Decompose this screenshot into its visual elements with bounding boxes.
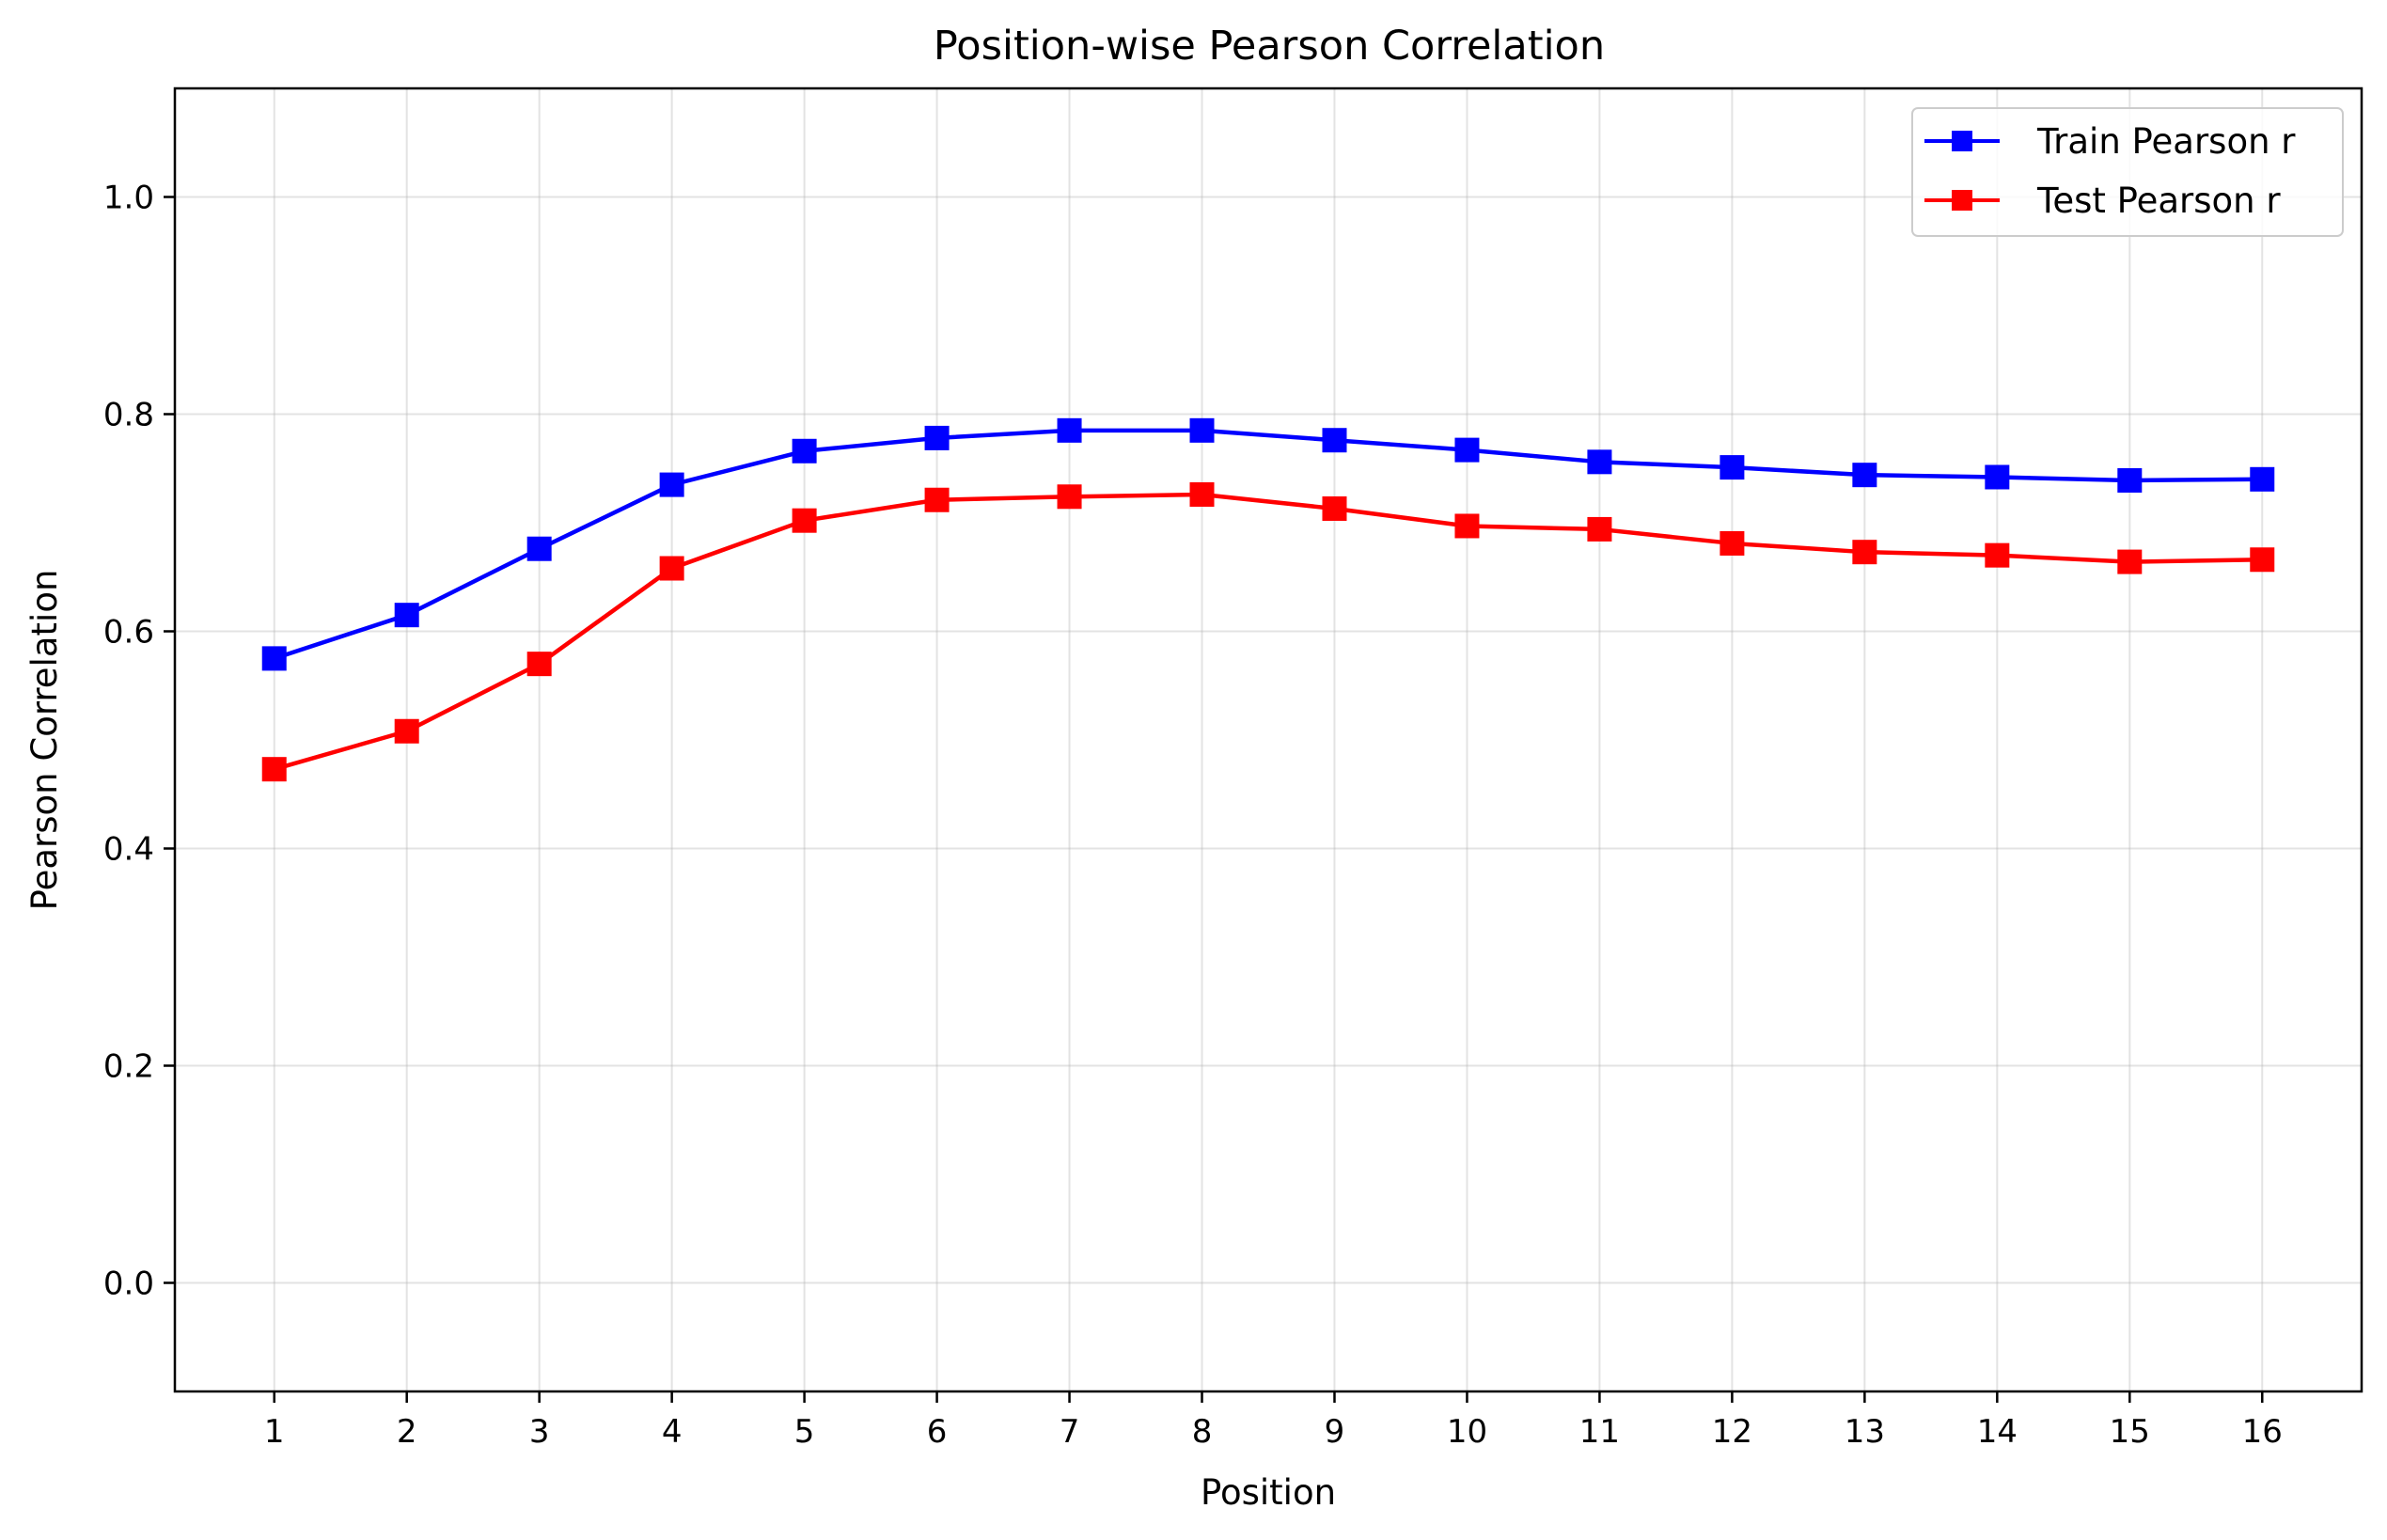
- series-0-point: [1852, 463, 1877, 488]
- legend-test-marker: [1952, 190, 1972, 211]
- series-0-point: [261, 646, 287, 671]
- chart-title: Position-wise Pearson Correlation: [934, 23, 1605, 70]
- x-tick-label: 12: [1712, 1413, 1752, 1451]
- series-1-point: [261, 757, 287, 782]
- y-axis: 0.0 0.2 0.4 0.6 0.8 1.0: [103, 180, 175, 1303]
- y-tick-label: 0.4: [103, 831, 154, 869]
- series-0-point: [1720, 455, 1745, 480]
- series-0-point: [1587, 449, 1612, 475]
- series-0-point: [924, 425, 950, 450]
- x-tick-label: 5: [794, 1413, 815, 1451]
- series-1-point: [1057, 484, 1082, 510]
- x-tick-label: 13: [1845, 1413, 1885, 1451]
- x-tick-label: 7: [1060, 1413, 1080, 1451]
- series-0-point: [1057, 417, 1082, 443]
- x-tick-label: 6: [927, 1413, 948, 1451]
- x-tick-label: 11: [1579, 1413, 1620, 1451]
- series-0-point: [1454, 437, 1480, 463]
- series-line-1: [274, 492, 2263, 772]
- x-tick-label: 10: [1447, 1413, 1487, 1451]
- x-tick-label: 2: [397, 1413, 417, 1451]
- series-0-point: [526, 536, 552, 561]
- series-1-point: [394, 718, 419, 744]
- x-tick-label: 9: [1325, 1413, 1345, 1451]
- x-tick-label: 15: [2110, 1413, 2150, 1451]
- x-tick-label: 4: [662, 1413, 683, 1451]
- series-0-point: [1985, 464, 2010, 490]
- y-tick-label: 0.0: [103, 1265, 154, 1303]
- y-tick-label: 0.2: [103, 1048, 154, 1086]
- series-1-point: [1852, 540, 1877, 565]
- y-tick-label: 0.8: [103, 397, 154, 434]
- x-axis-label: Position: [1201, 1472, 1336, 1513]
- series-1-point: [924, 487, 950, 512]
- series-1-point: [2117, 549, 2143, 574]
- series-1-point: [526, 652, 552, 677]
- x-tick-label: 16: [2242, 1413, 2283, 1451]
- series-1-point: [792, 508, 817, 533]
- series-0-point: [1189, 417, 1215, 443]
- x-axis: 1 2 3 4 5 6 7 8 9 10 11 12 13 14 15 16: [264, 1391, 2283, 1451]
- series-1-point: [2250, 547, 2275, 573]
- series-1-point: [1454, 513, 1480, 539]
- plot-area-frame: [173, 86, 2363, 1393]
- x-tick-label: 8: [1192, 1413, 1213, 1451]
- y-tick-label: 1.0: [103, 180, 154, 217]
- legend-train-marker: [1952, 131, 1972, 151]
- legend: Train Pearson r Test Pearson r: [1911, 107, 2344, 237]
- series-1-point: [1587, 516, 1612, 542]
- series-1-point: [1720, 530, 1745, 556]
- series-0-point: [659, 472, 684, 497]
- legend-train-label: Train Pearson r: [2036, 121, 2296, 162]
- series-line-0: [274, 428, 2263, 661]
- series-1-point: [1322, 495, 1347, 521]
- series-layer: [261, 417, 2275, 782]
- series-0-point: [2250, 466, 2275, 492]
- x-tick-label: 14: [1977, 1413, 2018, 1451]
- series-1-point: [1985, 542, 2010, 568]
- y-axis-label: Pearson Correlation: [24, 570, 65, 911]
- series-0-point: [394, 603, 419, 628]
- series-0-point: [1322, 428, 1347, 453]
- legend-test-label: Test Pearson r: [2036, 181, 2281, 221]
- series-0-point: [2117, 467, 2143, 493]
- series-0-point: [792, 438, 817, 464]
- y-tick-label: 0.6: [103, 614, 154, 652]
- x-tick-label: 3: [529, 1413, 550, 1451]
- legend-frame: [1911, 107, 2344, 237]
- series-1-point: [1189, 481, 1215, 507]
- grid: [175, 88, 2362, 1391]
- x-tick-label: 1: [264, 1413, 285, 1451]
- series-1-point: [659, 556, 684, 581]
